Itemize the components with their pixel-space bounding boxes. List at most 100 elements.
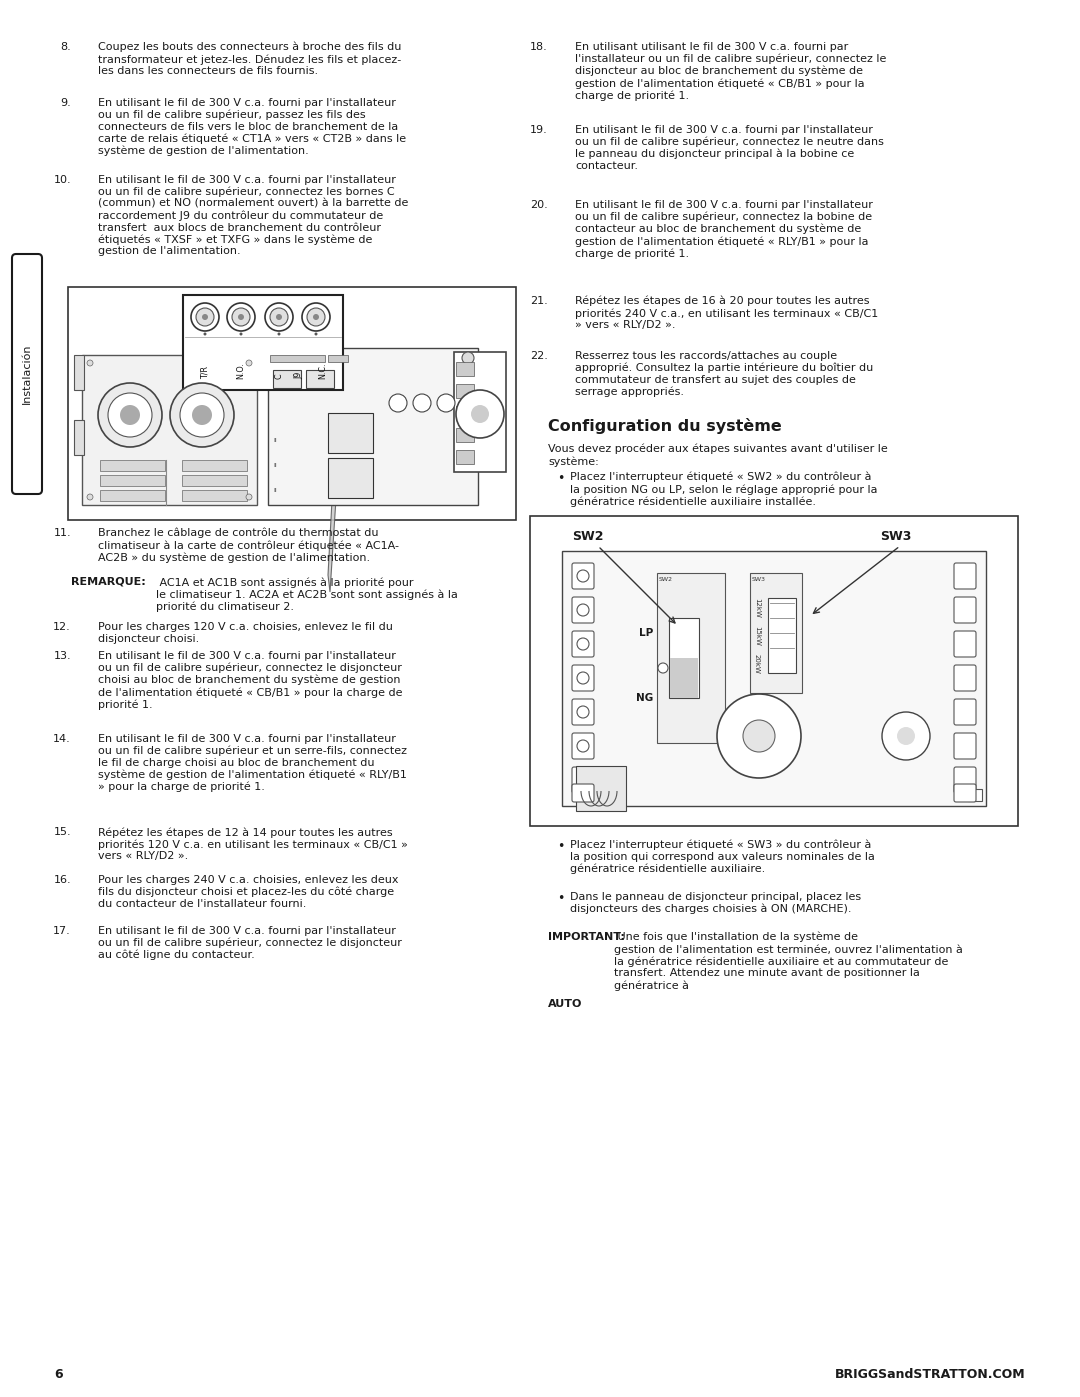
Text: 12kW: 12kW	[754, 598, 760, 617]
Text: •: •	[557, 893, 565, 905]
Text: Dans le panneau de disjoncteur principal, placez les
disjoncteurs des charges ch: Dans le panneau de disjoncteur principal…	[570, 893, 861, 914]
Circle shape	[471, 405, 489, 423]
Circle shape	[577, 740, 589, 752]
Text: Branchez le câblage de contrôle du thermostat du
climatiseur à la carte de contr: Branchez le câblage de contrôle du therm…	[98, 528, 399, 563]
Text: Vous devez procéder aux étapes suivantes avant d'utiliser le
système:: Vous devez procéder aux étapes suivantes…	[548, 444, 888, 467]
FancyBboxPatch shape	[572, 563, 594, 590]
Text: En utilisant le fil de 300 V c.a. fourni par l'installateur
ou un fil de calibre: En utilisant le fil de 300 V c.a. fourni…	[98, 175, 408, 257]
FancyBboxPatch shape	[572, 698, 594, 725]
Circle shape	[246, 360, 252, 366]
Text: 22.: 22.	[530, 351, 548, 360]
Bar	[68, 286, 516, 520]
Text: Instalación: Instalación	[22, 344, 32, 404]
Text: Répétez les étapes de 16 à 20 pour toutes les autres
priorités 240 V c.a., en ut: Répétez les étapes de 16 à 20 pour toute…	[575, 296, 878, 330]
Bar	[657, 573, 725, 743]
Text: SW2: SW2	[572, 529, 604, 543]
Bar	[183, 295, 343, 390]
Bar	[270, 355, 325, 362]
Circle shape	[577, 705, 589, 718]
Circle shape	[202, 314, 208, 320]
Circle shape	[87, 360, 93, 366]
Circle shape	[462, 352, 474, 365]
Circle shape	[270, 307, 288, 326]
Bar	[530, 515, 1018, 826]
Text: 21.: 21.	[530, 296, 548, 306]
FancyBboxPatch shape	[954, 597, 976, 623]
Circle shape	[717, 694, 801, 778]
FancyBboxPatch shape	[954, 733, 976, 759]
Bar	[328, 414, 373, 453]
Text: SW3: SW3	[752, 577, 766, 583]
FancyBboxPatch shape	[954, 698, 976, 725]
Circle shape	[238, 314, 244, 320]
Circle shape	[240, 332, 243, 335]
Text: Resserrez tous les raccords/attaches au couple
approprié. Consultez la partie in: Resserrez tous les raccords/attaches au …	[575, 351, 874, 397]
Text: Coupez les bouts des connecteurs à broche des fils du
transformateur et jetez-le: Coupez les bouts des connecteurs à broch…	[98, 42, 402, 77]
FancyBboxPatch shape	[572, 631, 594, 657]
Text: En utilisant utilisant le fil de 300 V c.a. fourni par
l'installateur ou un fil : En utilisant utilisant le fil de 300 V c…	[575, 42, 887, 101]
Bar	[268, 348, 478, 504]
Circle shape	[191, 303, 219, 331]
Circle shape	[98, 383, 162, 447]
Bar	[306, 370, 334, 388]
Circle shape	[276, 314, 282, 320]
Text: REMARQUE:: REMARQUE:	[71, 577, 146, 587]
Circle shape	[108, 393, 152, 437]
Text: 15.: 15.	[53, 827, 71, 837]
Circle shape	[456, 390, 504, 439]
Text: IMPORTANT:: IMPORTANT:	[548, 932, 625, 942]
FancyBboxPatch shape	[954, 563, 976, 590]
Text: 13.: 13.	[53, 651, 71, 661]
Bar	[100, 490, 165, 502]
Bar	[273, 370, 301, 388]
Text: En utilisant le fil de 300 V c.a. fourni par l'installateur
ou un fil de calibre: En utilisant le fil de 300 V c.a. fourni…	[98, 733, 407, 792]
FancyBboxPatch shape	[954, 784, 976, 802]
Bar	[183, 490, 247, 502]
Text: 17.: 17.	[53, 926, 71, 936]
Text: N.C.: N.C.	[319, 362, 327, 379]
Text: AUTO: AUTO	[548, 999, 582, 1009]
Text: •: •	[557, 840, 565, 854]
Circle shape	[246, 495, 252, 500]
Bar	[768, 598, 796, 673]
Text: 14.: 14.	[53, 733, 71, 745]
FancyBboxPatch shape	[572, 597, 594, 623]
Circle shape	[195, 307, 214, 326]
Circle shape	[437, 394, 455, 412]
Polygon shape	[328, 295, 343, 592]
Circle shape	[897, 726, 915, 745]
Text: SW3: SW3	[880, 529, 912, 543]
Text: Une fois que l'installation de la système de
gestion de l'alimentation est termi: Une fois que l'installation de la systèm…	[615, 932, 963, 990]
Circle shape	[389, 394, 407, 412]
Text: 20kW: 20kW	[754, 654, 760, 673]
Circle shape	[203, 332, 206, 335]
Bar	[576, 766, 626, 812]
Circle shape	[577, 570, 589, 583]
Text: 9.: 9.	[60, 98, 71, 108]
Circle shape	[278, 332, 281, 335]
Circle shape	[180, 393, 224, 437]
Text: En utilisant le fil de 300 V c.a. fourni par l'installateur
ou un fil de calibre: En utilisant le fil de 300 V c.a. fourni…	[98, 926, 402, 960]
Text: J9: J9	[295, 372, 303, 379]
Text: 6: 6	[54, 1368, 63, 1382]
Bar	[456, 384, 474, 398]
Circle shape	[87, 495, 93, 500]
Bar	[328, 458, 373, 497]
FancyBboxPatch shape	[954, 665, 976, 692]
Circle shape	[577, 672, 589, 685]
FancyBboxPatch shape	[572, 733, 594, 759]
Text: .: .	[576, 999, 580, 1009]
Text: 16.: 16.	[53, 875, 71, 886]
Bar	[968, 789, 982, 800]
FancyBboxPatch shape	[572, 665, 594, 692]
FancyBboxPatch shape	[12, 254, 42, 495]
Text: Répétez les étapes de 12 à 14 pour toutes les autres
priorités 120 V c.a. en uti: Répétez les étapes de 12 à 14 pour toute…	[98, 827, 408, 862]
Text: 12.: 12.	[53, 622, 71, 631]
Text: SW2: SW2	[659, 577, 673, 583]
Text: II: II	[273, 439, 276, 443]
Circle shape	[314, 332, 318, 335]
Text: 10.: 10.	[53, 175, 71, 184]
Bar	[100, 460, 165, 471]
Circle shape	[413, 394, 431, 412]
Text: 8.: 8.	[60, 42, 71, 52]
